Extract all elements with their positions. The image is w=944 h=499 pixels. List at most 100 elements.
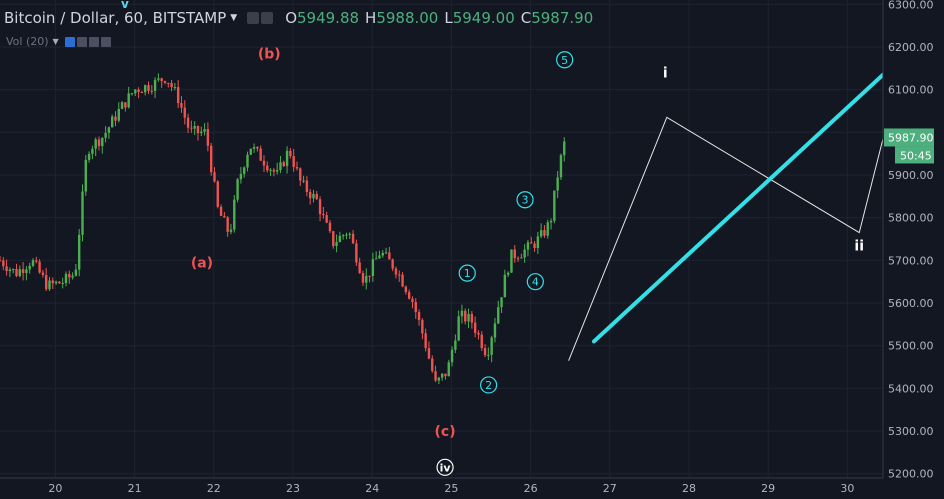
candle-body [216,181,219,207]
wave-label: 3 [522,194,529,207]
countdown-bg [895,146,934,164]
candle-body [546,222,549,236]
more-icon[interactable] [100,36,111,47]
time-tick-label: 23 [286,482,300,495]
candle-body [473,322,477,333]
candle-body [417,312,421,321]
candle-body [54,281,58,284]
candle-body [124,102,127,108]
candle-body [256,146,259,149]
candle-body [190,127,193,129]
candle-body [87,153,91,160]
time-axis[interactable] [0,478,883,499]
candle-body [483,348,487,356]
ohlc-high: H5988.00 [365,9,439,27]
candle-body [28,265,31,270]
candle-body [381,252,384,256]
candle-body [167,82,170,84]
eye-icon[interactable] [247,12,260,24]
settings-icon[interactable] [261,12,274,24]
candle-body [345,234,348,236]
candle-body [477,332,480,335]
candle-body [71,275,74,278]
symbol-title[interactable]: Bitcoin / Dollar, 60, BITSTAMP [4,9,227,27]
candle-body [411,298,414,303]
candle-body [503,274,507,298]
wave-label: (a) [191,255,213,271]
candle-body [305,180,309,193]
candle-body [48,280,51,290]
candle-body [130,93,134,95]
candle-body [275,170,279,172]
candle-body [223,215,226,218]
candle-body [31,260,35,266]
last-price-label: 5987.90 [888,131,934,144]
candle-body [444,373,447,377]
candle-body [358,262,361,274]
candle-body [81,191,84,235]
candle-body [150,90,153,92]
candle-body [351,233,355,244]
settings-icon[interactable] [76,36,87,47]
candle-body [25,269,28,274]
time-tick-label: 25 [444,482,458,495]
candle-body [279,162,282,171]
symbol-dropdown-icon[interactable]: ▼ [230,13,238,23]
time-tick-label: 21 [128,482,142,495]
candle-body [530,242,533,244]
candles [0,73,566,385]
price-axis[interactable] [883,0,944,478]
price-tick-label: 6300.00 [888,0,934,11]
candle-body [196,126,200,134]
candle-body [563,141,566,156]
time-tick-label: 22 [207,482,221,495]
candle-body [335,242,338,247]
candle-body [355,243,358,263]
candle-body [236,179,239,200]
candle-body [229,229,233,232]
candle-body [368,275,371,277]
ohlc-close: C5987.90 [520,9,594,27]
candle-body [233,199,236,230]
candle-body [213,172,216,182]
candle-body [467,313,470,322]
candle-body [365,275,368,283]
last-price-tag: 5987.90 50:45 [884,128,934,164]
candle-body [556,177,559,191]
candle-body [209,145,213,173]
candle-body [143,85,147,93]
candle-body [371,259,375,276]
candle-body [15,268,18,277]
volume-dropdown-icon[interactable]: ▼ [52,37,59,46]
candle-body [378,255,381,259]
candle-body [520,257,523,259]
add-icon[interactable] [88,36,99,47]
candle-body [266,165,269,171]
price-tick-label: 5400.00 [888,382,934,395]
candle-body [332,231,335,247]
candle-body [120,102,124,109]
candle-body [388,252,391,260]
candle-body [292,156,295,168]
candle-body [137,89,140,93]
candle-body [157,78,160,80]
candle-body [226,217,229,232]
wave-label: 5 [561,54,568,67]
drawings[interactable] [568,72,885,361]
candle-body [374,258,378,260]
wave-label: 4 [532,276,539,289]
candle-body [447,362,450,377]
candle-body [457,316,460,341]
wave-label: 1 [464,267,471,280]
candle-body [421,320,424,334]
candle-body [18,269,21,277]
candle-body [490,337,493,355]
price-tick-label: 5800.00 [888,212,934,225]
candle-body [91,148,94,154]
candle-body [338,235,342,243]
candle-body [487,354,490,356]
eye-icon[interactable] [64,36,75,47]
candle-body [407,292,411,299]
volume-label[interactable]: Vol (20) [6,35,49,48]
